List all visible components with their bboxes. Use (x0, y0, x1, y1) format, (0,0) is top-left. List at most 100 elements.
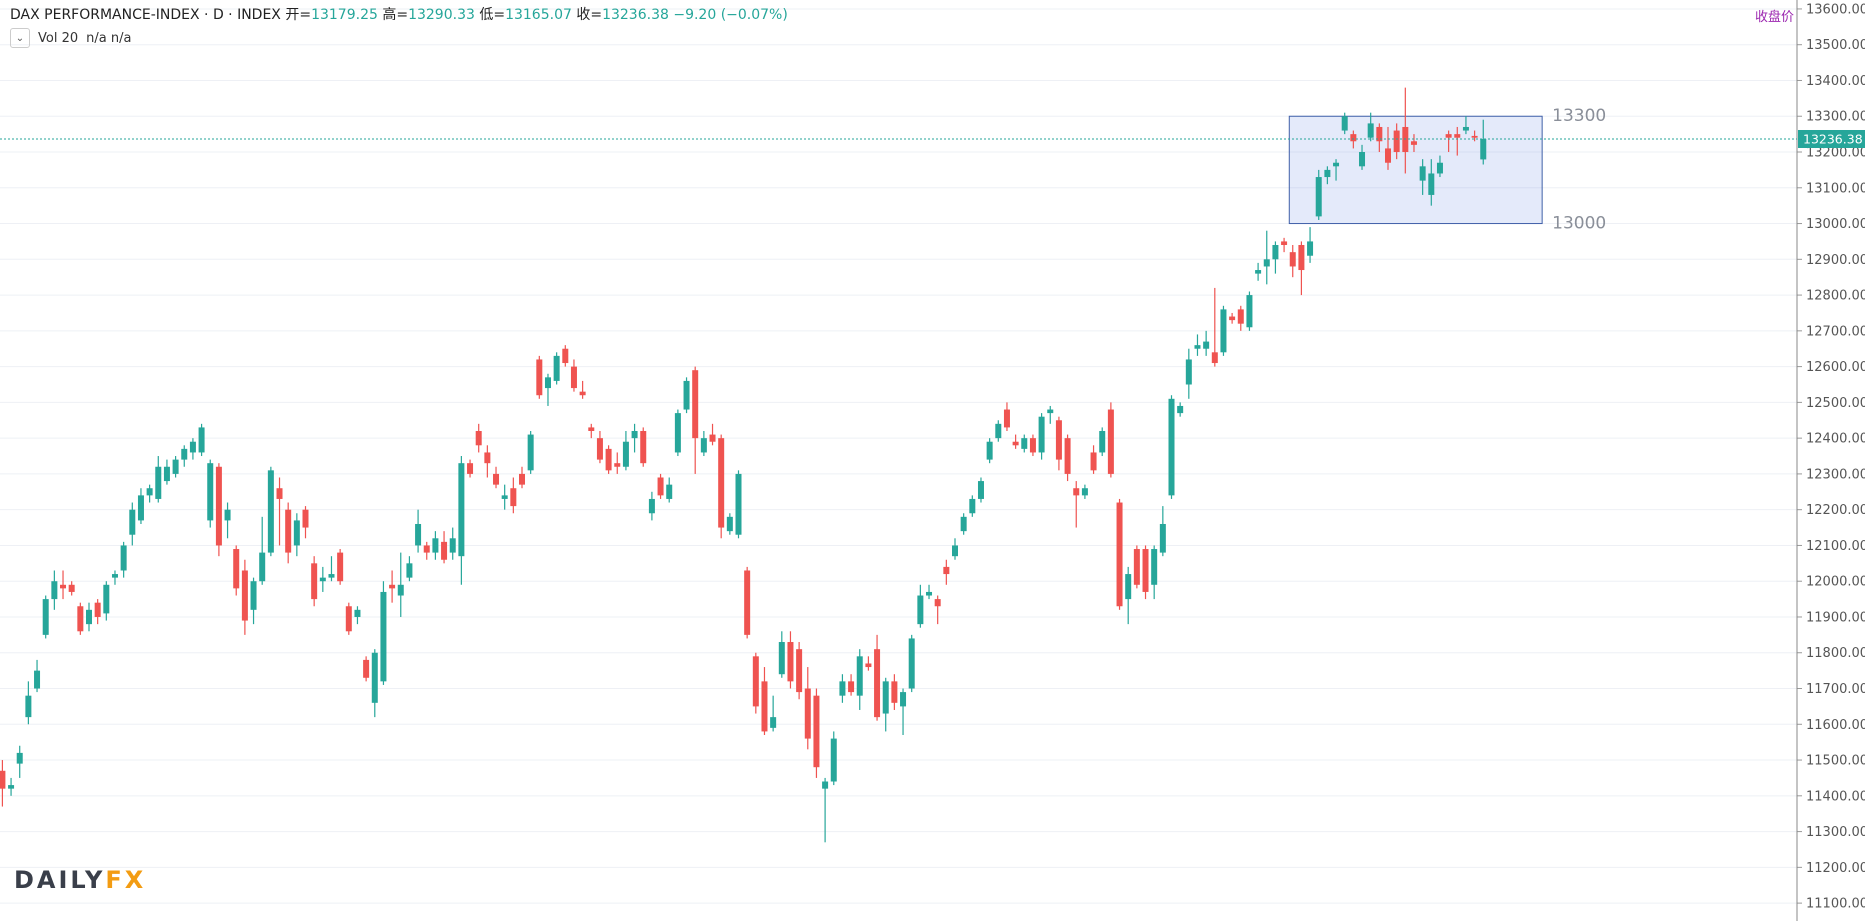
candle-body (458, 463, 465, 557)
y-tick-label: 12700.00 (1806, 324, 1865, 339)
y-tick-label: 11800.00 (1806, 646, 1865, 661)
candle-body (475, 430, 482, 446)
candle-body (103, 584, 110, 614)
candle-body (830, 738, 837, 782)
candle-body (674, 413, 681, 453)
candle-body (726, 516, 733, 532)
ohlc-value: 13165.07 (505, 7, 572, 23)
candle-body (302, 509, 309, 528)
y-tick-label: 13200.00 (1806, 146, 1865, 161)
candle-body (1263, 259, 1270, 267)
candle-body (1480, 138, 1487, 160)
candle-body (181, 448, 188, 460)
candle-body (882, 681, 889, 714)
candle-body (1281, 241, 1288, 246)
last-price-tag (1798, 129, 1865, 148)
candle-body (363, 659, 370, 678)
candle-body (579, 391, 586, 396)
ohlc-label: 高= (382, 7, 409, 23)
header: DAX PERFORMANCE-INDEX · D · INDEX 开=1317… (10, 4, 788, 24)
candle-body (787, 642, 794, 682)
candle-body (952, 545, 958, 557)
y-tick-label: 13600.00 (1806, 2, 1865, 17)
candle-body (25, 695, 32, 718)
candle-body (137, 495, 144, 521)
candle-body (423, 545, 430, 553)
candle-body (1185, 359, 1192, 385)
candle-body (1211, 352, 1218, 364)
y-tick-label: 11200.00 (1806, 861, 1865, 876)
candle-body (1385, 148, 1391, 163)
candle-body (536, 359, 543, 396)
candle-body (804, 688, 811, 739)
y-tick-label: 12200.00 (1806, 503, 1865, 518)
candle-body (778, 642, 785, 675)
candle-body (822, 781, 829, 789)
price-type[interactable]: 收盘价 (1755, 10, 1795, 25)
candle-body (1419, 166, 1426, 181)
candle-body (233, 549, 240, 589)
y-tick-label: 11100.00 (1806, 897, 1865, 912)
candle-body (484, 452, 491, 464)
candle-body (622, 441, 629, 467)
candle-body (977, 481, 984, 499)
candle-body (0, 770, 6, 789)
candle-body (709, 434, 716, 442)
candle-body (865, 663, 872, 668)
candle-body (449, 538, 456, 553)
ohlc-label: 收= (576, 7, 603, 23)
candle-body (155, 466, 162, 499)
candle-body (1116, 502, 1123, 607)
candle-body (267, 470, 274, 553)
candle-body (1194, 345, 1201, 349)
level-label: 13000 (1552, 214, 1606, 234)
candle-body (68, 584, 75, 592)
candle-body (1142, 549, 1149, 592)
candle-body (16, 752, 23, 764)
candle-body (666, 484, 673, 499)
candle-body (1410, 141, 1417, 145)
candle-body (1333, 162, 1340, 167)
candle-body (1376, 126, 1383, 142)
candle-body (900, 692, 907, 707)
candle-body (934, 599, 941, 607)
candle-body (1021, 438, 1028, 449)
candle-body (198, 427, 205, 453)
candle-body (1055, 420, 1062, 460)
candle-body (34, 670, 41, 689)
y-tick-label: 13300.00 (1806, 110, 1865, 125)
candle-body (562, 348, 569, 364)
ohlc-value: 13179.25 (311, 7, 378, 23)
candle-body (371, 652, 378, 703)
candle-body (1307, 241, 1314, 256)
candle-body (1255, 270, 1262, 274)
collapse-button[interactable]: ⌄ (10, 28, 30, 48)
ohlc-value: 13290.33 (408, 7, 475, 23)
y-tick-label: 11700.00 (1806, 682, 1865, 697)
candle-body (1168, 398, 1175, 496)
candle-body (1003, 409, 1010, 428)
candle-body (986, 441, 993, 460)
candle-body (1298, 245, 1305, 271)
candle-body (1203, 341, 1210, 349)
logo: DAILYFX (14, 866, 146, 894)
range-box (1288, 115, 1543, 225)
candle-body (1289, 252, 1296, 267)
y-tick-label: 12600.00 (1806, 360, 1865, 375)
logo-text: FX (105, 866, 147, 894)
y-tick-label: 12000.00 (1806, 575, 1865, 590)
y-tick-label: 12900.00 (1806, 253, 1865, 268)
y-tick-label: 11400.00 (1806, 789, 1865, 804)
candle-body (224, 509, 231, 521)
candle-body (241, 570, 248, 621)
candle-body (111, 574, 118, 578)
candle-body (380, 591, 387, 682)
candle-body (856, 656, 863, 696)
symbol-title: DAX PERFORMANCE-INDEX · D · INDEX (10, 7, 281, 23)
candle-body (189, 441, 196, 453)
candle-body (51, 581, 58, 600)
candle-body (960, 516, 967, 532)
candle-body (917, 595, 924, 625)
candle-body (770, 717, 777, 728)
candle-body (467, 463, 474, 474)
